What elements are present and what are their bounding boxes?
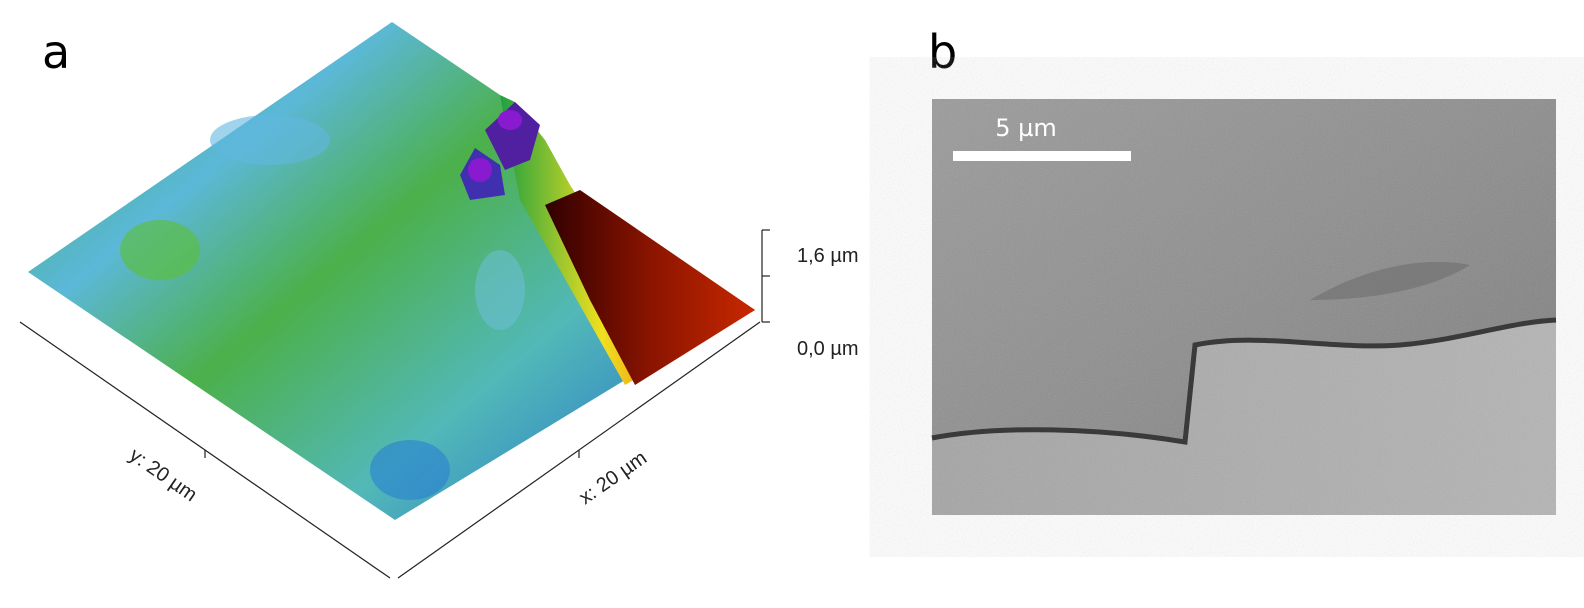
panel-label: b [928,25,957,79]
x-axis-label: x: 20 µm [575,447,651,509]
scale-bar-label: 5 µm [995,114,1057,142]
afm-surface [28,22,755,520]
sem-image [931,99,1557,515]
panel-label: a [42,25,70,79]
y-axis-label: y: 20 µm [125,444,201,506]
axes [19,229,770,579]
z-axis-label: 0,0 µm [797,338,859,360]
z-axis-label: 1,6 µm [797,245,859,267]
